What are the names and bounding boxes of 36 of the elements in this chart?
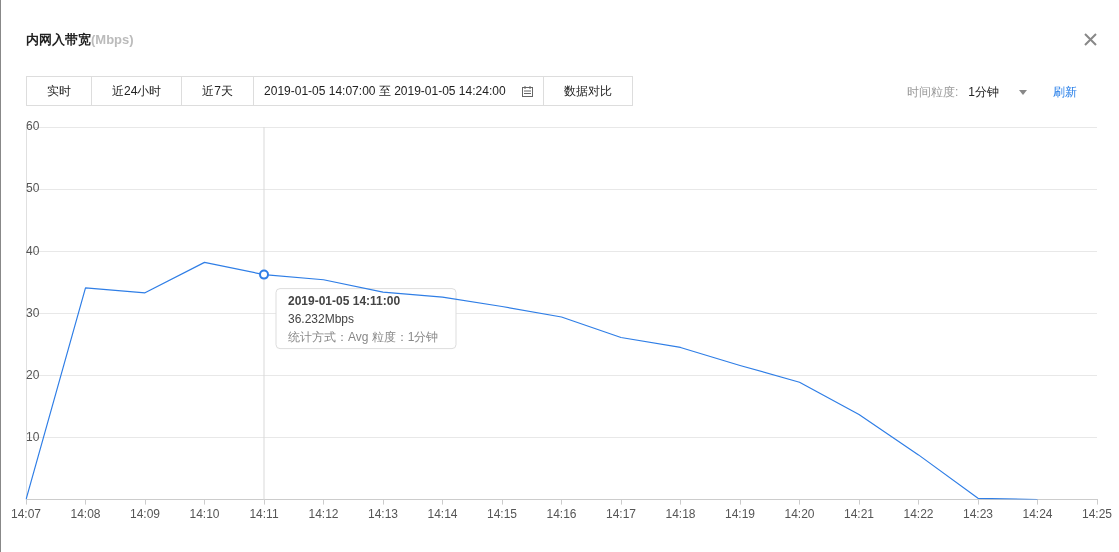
x-tick-label: 14:19 <box>724 507 756 522</box>
x-tick-label: 14:25 <box>1081 507 1113 522</box>
y-tick-label: 20 <box>26 367 40 382</box>
chart-title: 内网入带宽 <box>26 32 91 47</box>
text: 近24小时 <box>91 76 183 106</box>
text: 近7天 <box>181 76 255 106</box>
y-tick-label: 50 <box>26 181 40 196</box>
y-tick-label: 30 <box>26 305 40 320</box>
y-tick-label: 40 <box>26 243 40 258</box>
y-tick-label: 60 <box>26 119 40 134</box>
x-tick-label: 14:12 <box>308 507 339 522</box>
x-tick-label: 14:20 <box>784 507 815 522</box>
text: 数据对比 <box>542 76 633 106</box>
text: 实时 <box>26 76 92 106</box>
x-tick-label: 14:23 <box>962 507 994 522</box>
x-tick-label: 14:08 <box>70 507 101 522</box>
y-tick-label: 10 <box>26 429 40 444</box>
x-tick-label: 14:21 <box>843 507 875 522</box>
x-tick-label: 14:18 <box>665 507 696 522</box>
chart-subtitle: (Mbps) <box>91 32 134 47</box>
text: 2019-01-05 14:07:00 至 2019-01-05 14:24:00 <box>264 83 506 100</box>
x-tick-label: 14:07 <box>10 507 42 522</box>
x-tick-label: 14:17 <box>605 507 637 522</box>
text: 时间粒度: <box>906 84 959 101</box>
text: 刷新 <box>1053 84 1077 101</box>
x-tick-label: 14:09 <box>129 507 161 522</box>
x-tick-label: 14:11 <box>249 507 279 522</box>
text: 1分钟 <box>968 84 999 101</box>
x-tick-label: 14:15 <box>486 507 518 522</box>
x-tick-label: 14:22 <box>903 507 934 522</box>
annotation: 2019-01-05 14:11:00 36.232Mbps 统计方式：Avg 粒度：1分钟 <box>288 293 439 344</box>
x-tick-label: 14:16 <box>546 507 577 522</box>
x-tick-label: 14:14 <box>427 507 458 522</box>
x-tick-label: 14:24 <box>1022 507 1053 522</box>
x-tick-label: 14:13 <box>367 507 399 522</box>
x-tick-label: 14:10 <box>189 507 220 522</box>
